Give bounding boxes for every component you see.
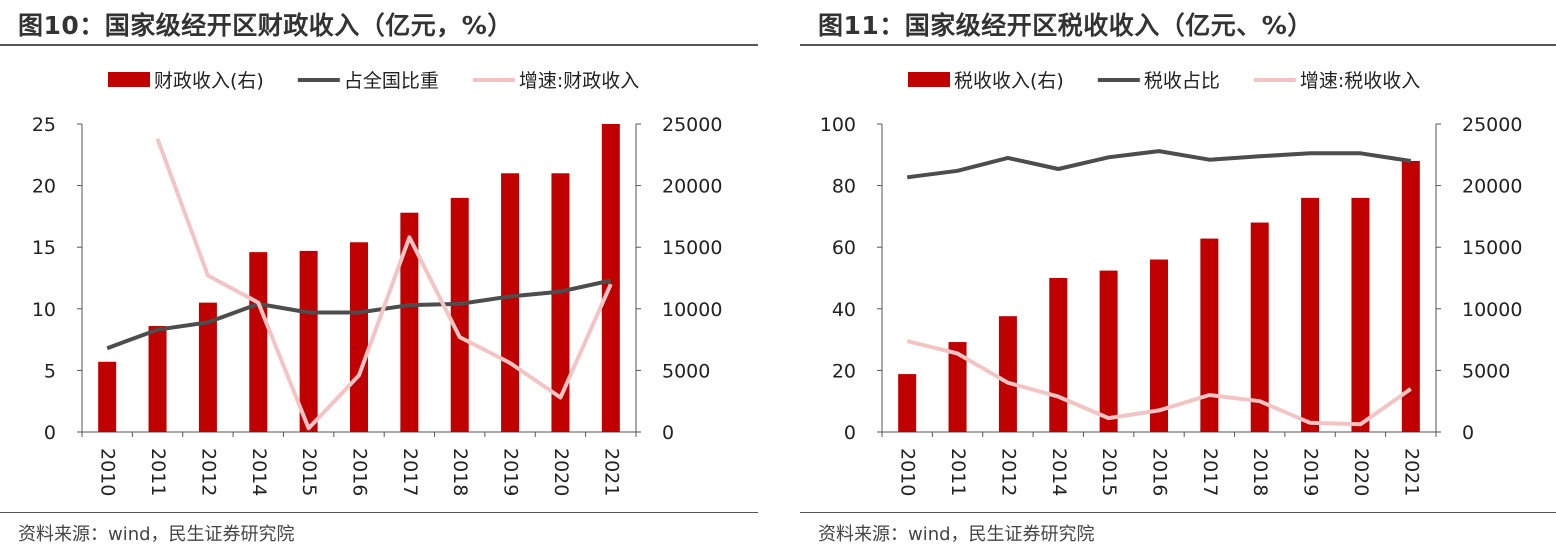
fiscal-revenue-chart: 0 5 10 15 20 25 0 5000 10000 15000 20000 25000 2010 2… [32,70,723,496]
series-line [906,339,1412,427]
bar [898,374,917,432]
x-axis-tick-label: 2018 [1249,448,1271,496]
legend-label: 税收收入(右) [954,70,1064,92]
legend-label: 税收占比 [1144,70,1220,92]
bar [1301,197,1320,432]
x-axis-tick-label: 2012 [997,448,1019,496]
source-note: 资料来源：wind，民生证券研究院 [818,524,1095,545]
right-axis-tick-label: 5000 [662,360,710,382]
title-rule [0,44,758,46]
right-axis-tick-label: 15000 [662,237,722,259]
legend-swatch [908,72,950,87]
right-axis-tick-label: 20000 [1462,176,1522,198]
x-axis-tick-label: 2019 [500,448,522,496]
x-axis-tick-label: 2020 [550,448,572,496]
right-axis-tick-label: 10000 [662,299,722,321]
left-axis-tick-label: 5 [44,360,56,382]
right-axis-tick-label: 0 [662,422,674,444]
source-note: 资料来源：wind，民生证券研究院 [18,524,295,545]
left-axis-tick-label: 100 [820,114,856,136]
bar [1099,270,1118,432]
series-line [906,149,1412,180]
bar [198,302,217,432]
right-axis-tick-label: 15000 [1462,237,1522,259]
figure-10-panel: 图10：国家级经开区财政收入（亿元，%） 0 5 10 15 20 25 0 5000 1000… [0,0,760,552]
figure-11-panel: 图11：国家级经开区税收收入（亿元、%） 0 20 40 60 80 100 0 5000 10… [800,0,1556,552]
legend-label: 财政收入(右) [154,70,264,92]
x-axis-tick-label: 2010 [97,448,119,496]
legend-label: 增速:财政收入 [519,70,639,92]
left-axis-tick-label: 10 [32,299,56,321]
right-axis-tick-label: 10000 [1462,299,1522,321]
tax-revenue-chart: 0 20 40 60 80 100 0 5000 10000 15000 20000 25000 201… [820,70,1523,496]
bar [601,124,620,432]
x-axis-tick-label: 2011 [147,448,169,496]
x-axis-tick-label: 2015 [1098,448,1120,496]
x-axis-tick-label: 2021 [1400,448,1422,496]
bar [249,252,268,432]
left-axis-tick-label: 20 [32,176,56,198]
bar [1401,160,1420,432]
left-axis-tick-label: 0 [44,422,56,444]
figure-title: 图11：国家级经开区税收收入（亿元、%） [818,11,1313,40]
series-line [106,278,612,351]
bar [1250,222,1269,432]
bar [299,250,318,432]
source-rule [0,512,758,513]
left-axis-tick-label: 0 [844,422,856,444]
left-axis-tick-label: 25 [32,114,56,136]
x-axis-tick-label: 2014 [1048,448,1070,496]
bar [148,326,167,432]
bar [1150,259,1168,432]
right-axis-tick-label: 25000 [1462,114,1522,136]
x-axis-tick-label: 2017 [399,448,421,496]
left-axis-tick-label: 15 [32,237,56,259]
bar [98,361,117,432]
source-rule [800,512,1556,513]
bar [948,342,967,432]
x-axis-tick-label: 2010 [897,448,919,496]
x-axis-tick-label: 2019 [1300,448,1322,496]
right-axis-tick-label: 20000 [662,176,722,198]
bar [1049,278,1068,432]
bar [501,173,520,432]
bar [551,173,570,432]
right-axis-tick-label: 5000 [1462,360,1510,382]
left-axis-tick-label: 40 [832,299,856,321]
x-axis-tick-label: 2018 [449,448,471,496]
bar [400,212,419,432]
x-axis-tick-label: 2021 [600,448,622,496]
left-axis-tick-label: 20 [832,360,856,382]
right-axis-tick-label: 0 [1462,422,1474,444]
bar [1200,238,1219,432]
x-axis-tick-label: 2017 [1199,448,1221,496]
bar [998,316,1017,432]
figure-title: 图10：国家级经开区财政收入（亿元，%） [18,11,513,40]
left-axis-tick-label: 60 [832,237,856,259]
x-axis-tick-label: 2016 [349,448,371,496]
x-axis-tick-label: 2012 [197,448,219,496]
series-line [155,138,613,431]
legend-label: 增速:税收收入 [1300,70,1420,92]
x-axis-tick-label: 2020 [1350,448,1372,496]
right-axis-tick-label: 25000 [662,114,722,136]
left-axis-tick-label: 80 [832,176,856,198]
bar [350,242,368,432]
legend-swatch [108,72,150,87]
bar [450,197,469,432]
x-axis-tick-label: 2015 [298,448,320,496]
legend-label: 占全国比重 [344,70,439,92]
x-axis-tick-label: 2014 [248,448,270,496]
x-axis-tick-label: 2011 [947,448,969,496]
x-axis-tick-label: 2016 [1149,448,1171,496]
bar [1351,197,1370,432]
title-rule [800,44,1556,46]
